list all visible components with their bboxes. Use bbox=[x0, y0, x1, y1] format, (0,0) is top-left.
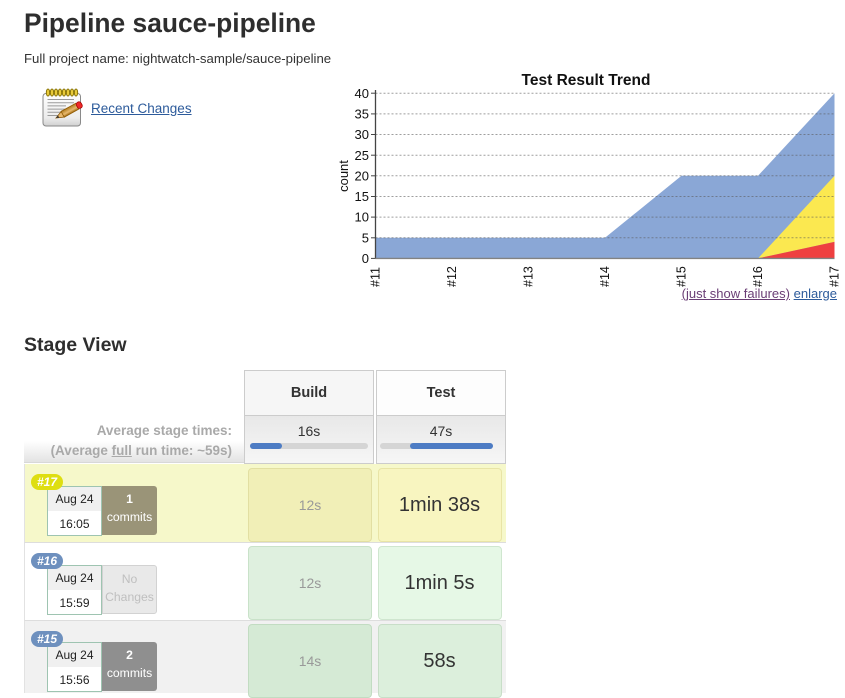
svg-text:35: 35 bbox=[355, 107, 369, 122]
svg-text:5: 5 bbox=[362, 230, 369, 245]
svg-text:25: 25 bbox=[355, 148, 369, 163]
svg-text:#12: #12 bbox=[445, 266, 459, 287]
svg-text:#13: #13 bbox=[522, 266, 536, 287]
svg-text:40: 40 bbox=[355, 86, 369, 101]
svg-text:#16: #16 bbox=[751, 266, 765, 287]
svg-text:20: 20 bbox=[355, 168, 369, 183]
svg-text:#14: #14 bbox=[598, 266, 612, 287]
svg-text:30: 30 bbox=[355, 127, 369, 142]
svg-text:count: count bbox=[336, 160, 351, 192]
svg-text:10: 10 bbox=[355, 210, 369, 225]
svg-text:#11: #11 bbox=[369, 267, 383, 287]
svg-text:Test Result Trend: Test Result Trend bbox=[522, 72, 651, 89]
svg-text:#17: #17 bbox=[828, 266, 842, 287]
svg-text:0: 0 bbox=[362, 251, 369, 266]
svg-text:15: 15 bbox=[355, 189, 369, 204]
svg-text:#15: #15 bbox=[675, 266, 689, 287]
